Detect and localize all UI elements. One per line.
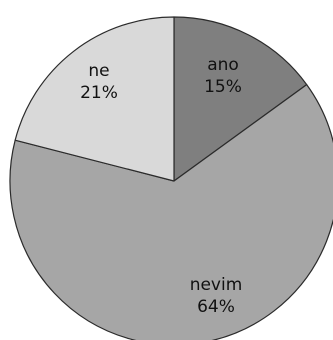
pie-slice-ne (14, 16, 175, 182)
slice-category-ano: ano (207, 55, 239, 75)
pie-slice-ano (173, 16, 308, 182)
slice-value-ne: 21% (80, 83, 118, 103)
pie-slice-nevim (9, 84, 333, 340)
slice-label-ne: ne 21% (80, 61, 118, 103)
slice-label-nevim: nevim 64% (190, 275, 243, 317)
slice-value-nevim: 64% (197, 297, 235, 317)
slice-value-ano: 15% (204, 77, 242, 97)
slice-category-ne: ne (88, 61, 109, 81)
slice-category-nevim: nevim (190, 275, 243, 295)
slice-label-ano: ano 15% (204, 55, 242, 97)
